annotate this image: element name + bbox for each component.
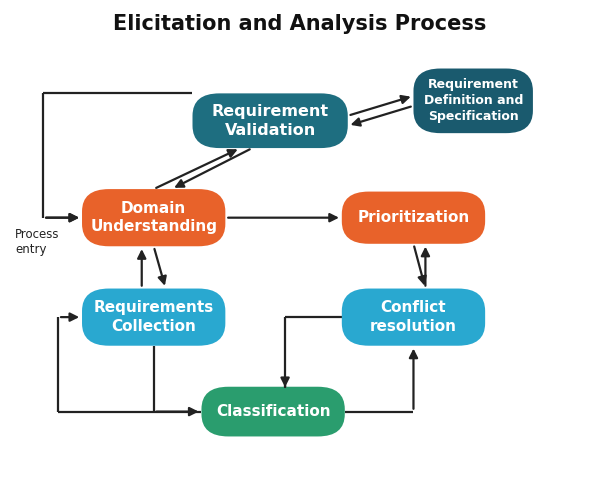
Text: Process
entry: Process entry: [15, 228, 59, 256]
FancyBboxPatch shape: [82, 288, 226, 346]
Text: Elicitation and Analysis Process: Elicitation and Analysis Process: [113, 14, 487, 34]
FancyBboxPatch shape: [202, 386, 345, 436]
FancyBboxPatch shape: [413, 68, 533, 133]
Text: Conflict
resolution: Conflict resolution: [370, 300, 457, 334]
Text: Domain
Understanding: Domain Understanding: [90, 201, 217, 234]
Text: Requirements
Collection: Requirements Collection: [94, 300, 214, 334]
FancyBboxPatch shape: [193, 94, 348, 148]
FancyBboxPatch shape: [342, 192, 485, 244]
Text: Requirement
Definition and
Specification: Requirement Definition and Specification: [424, 78, 523, 124]
FancyBboxPatch shape: [342, 288, 485, 346]
FancyBboxPatch shape: [82, 189, 226, 246]
Text: Requirement
Validation: Requirement Validation: [212, 104, 329, 138]
Text: Prioritization: Prioritization: [358, 210, 470, 225]
Text: Classification: Classification: [216, 404, 331, 419]
